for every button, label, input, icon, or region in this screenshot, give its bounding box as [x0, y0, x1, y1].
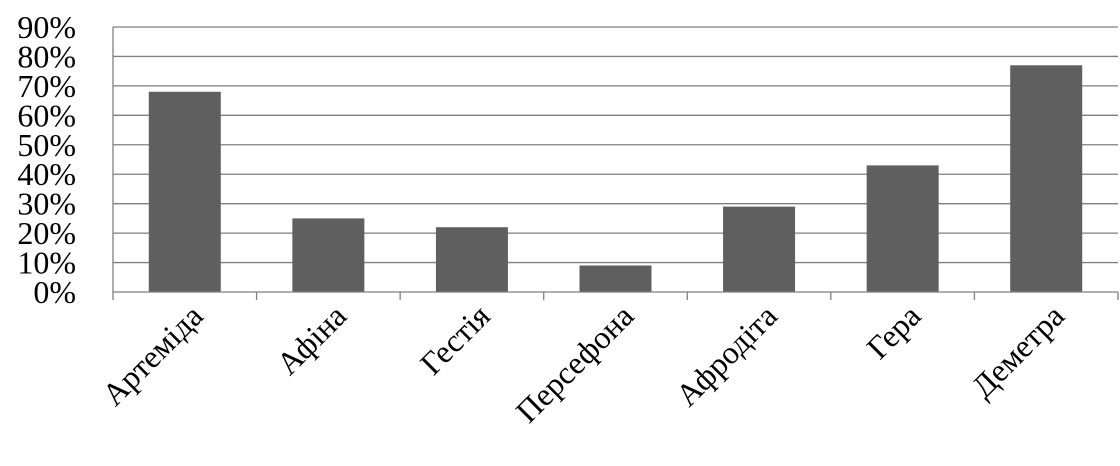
- y-tick-label: 40%: [17, 156, 76, 192]
- bar-7: [1010, 65, 1083, 293]
- bar-3: [435, 227, 508, 292]
- y-tick-label: 50%: [17, 127, 76, 163]
- x-tick-label: Афіна: [269, 297, 353, 381]
- axes: [112, 27, 1119, 300]
- x-tick-label: Персефона: [509, 297, 641, 429]
- y-tick-label: 10%: [17, 245, 76, 281]
- y-tick-label: 60%: [17, 97, 76, 133]
- bar-5: [723, 206, 796, 292]
- x-tick-label: Гера: [859, 297, 927, 365]
- y-tick-label: 20%: [17, 215, 76, 251]
- x-tick-label: Афродіта: [668, 297, 784, 413]
- x-tick-label: Деметра: [964, 297, 1071, 404]
- x-tick-label: Артеміда: [95, 297, 210, 412]
- bar-2: [292, 218, 365, 292]
- y-tick-label: 0%: [33, 274, 76, 310]
- y-tick-label: 80%: [17, 38, 76, 74]
- y-tick-label: 30%: [17, 186, 76, 222]
- y-tick-labels: 0%10%20%30%40%50%60%70%80%90%: [17, 9, 76, 310]
- bar-6: [866, 165, 939, 292]
- x-tick-labels: Артеміда Афіна Гестія Персефона Афродіта Гера…: [95, 297, 1071, 429]
- y-tick-label: 70%: [17, 68, 76, 104]
- x-tick-label: Гестія: [413, 297, 497, 381]
- bar-4: [579, 265, 652, 292]
- bars: [148, 65, 1083, 293]
- bar-1: [148, 91, 221, 293]
- gridlines: [113, 26, 1118, 264]
- y-tick-label: 90%: [17, 9, 76, 45]
